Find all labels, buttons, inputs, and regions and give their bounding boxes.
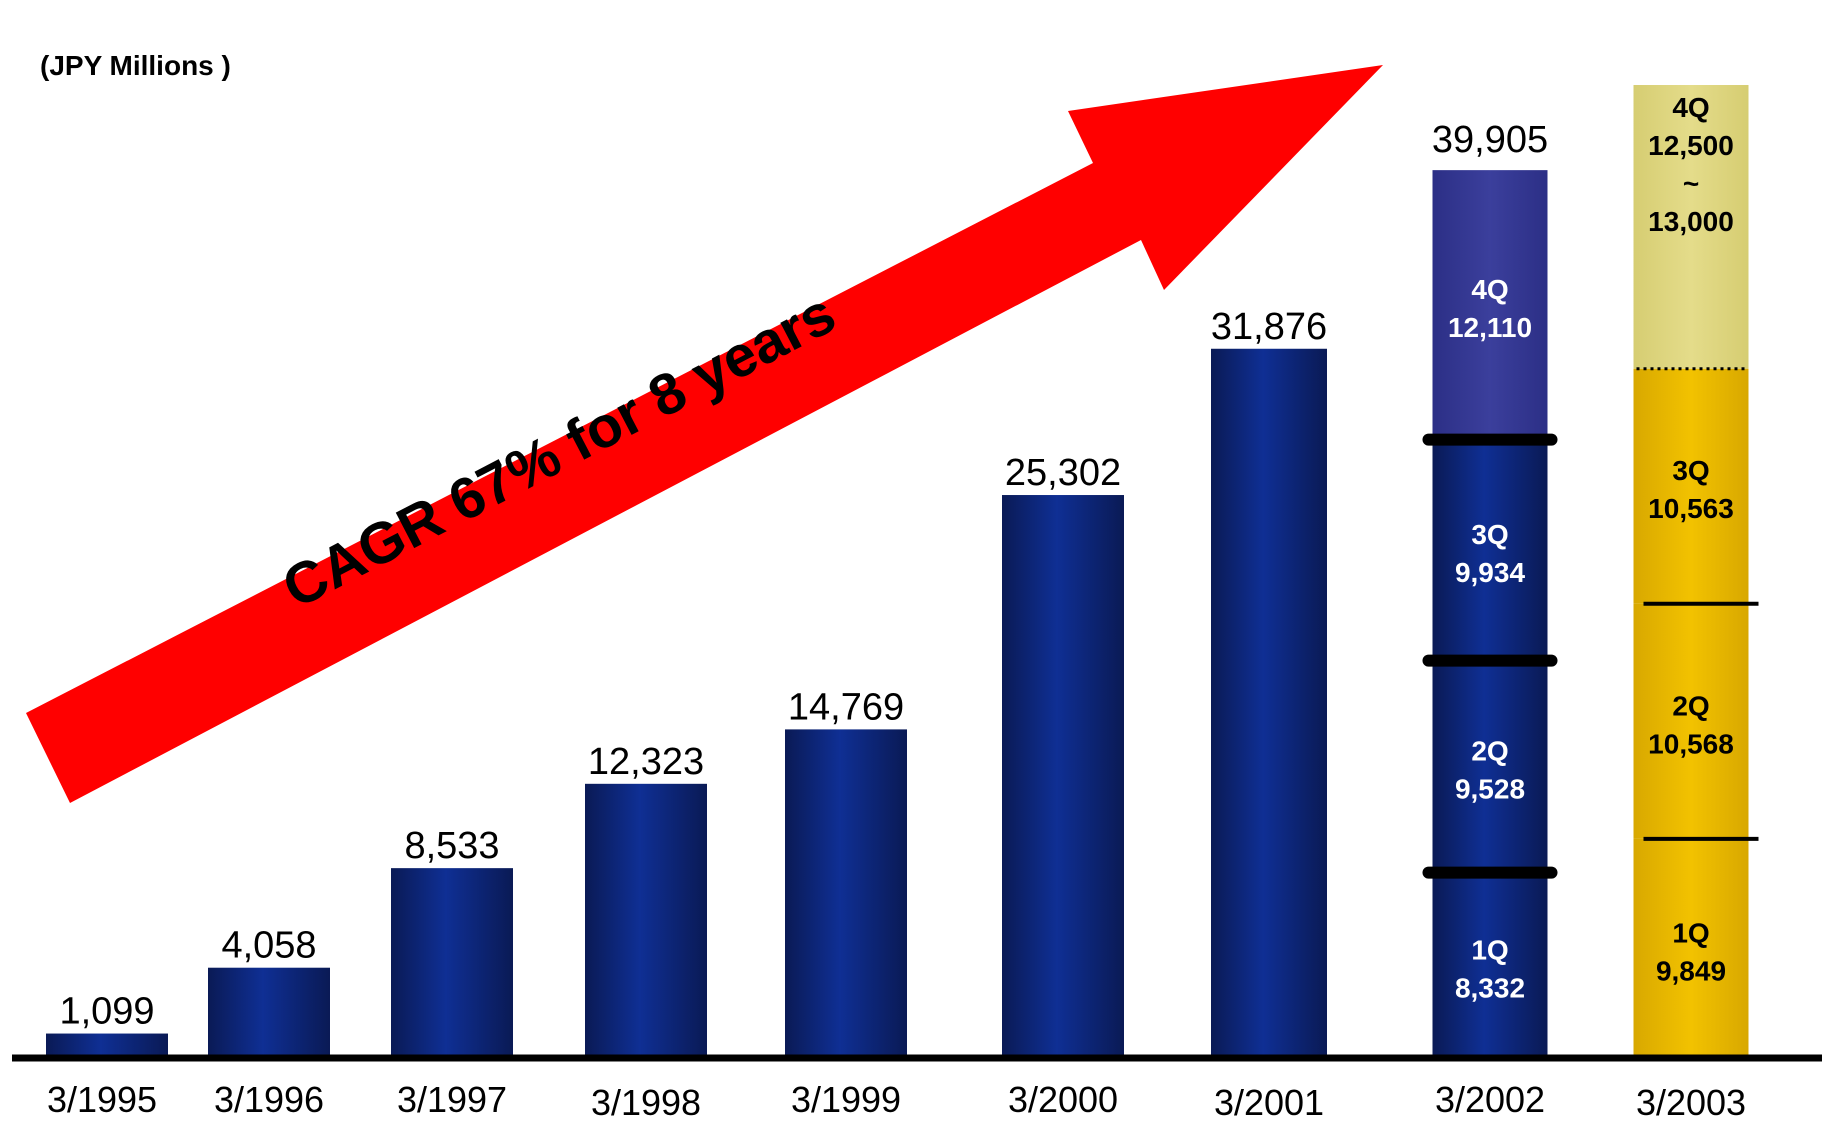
segment-label-3/2002-1Q: 1Q: [1471, 934, 1508, 965]
bar-3/2003-3Q: [1633, 368, 1749, 604]
bar-3/2000: [1002, 495, 1124, 1058]
segment-label-3/2003-1Q: 1Q: [1672, 917, 1709, 948]
segment-value-3/2002-1Q: 8,332: [1455, 972, 1525, 1003]
segment-value-3/2003-4Q-1: ~: [1683, 168, 1699, 199]
segment-value-3/2003-4Q-0: 12,500: [1648, 130, 1734, 161]
segment-value-3/2002-4Q: 12,110: [1448, 312, 1532, 343]
value-label-3/1998: 12,323: [588, 741, 704, 783]
segment-value-3/2003-2Q: 10,568: [1648, 728, 1734, 759]
value-label-3/1996: 4,058: [221, 925, 316, 967]
x-tick-label-3/1999: 3/1999: [791, 1079, 901, 1120]
x-tick-label-3/1997: 3/1997: [397, 1079, 507, 1120]
x-tick-label-3/2002: 3/2002: [1435, 1079, 1545, 1120]
x-tick-label-3/1995: 3/1995: [47, 1079, 157, 1120]
bar-3/2002-4Q: [1432, 170, 1548, 440]
bar-3/2002-1Q: [1432, 872, 1548, 1058]
segment-label-3/2002-3Q: 3Q: [1471, 519, 1508, 550]
segment-label-3/2003-4Q: 4Q: [1672, 92, 1709, 123]
segment-value-3/2002-2Q: 9,528: [1455, 774, 1525, 805]
segment-label-3/2003-2Q: 2Q: [1672, 690, 1709, 721]
segment-label-3/2002-4Q: 4Q: [1471, 274, 1508, 305]
bar-3/2002-2Q: [1432, 660, 1548, 873]
bar-3/2001: [1211, 348, 1327, 1058]
bar-3/1995: [46, 1033, 168, 1058]
value-label-3/2001: 31,876: [1211, 306, 1327, 348]
x-tick-label-3/1996: 3/1996: [214, 1079, 324, 1120]
x-tick-label-3/2003: 3/2003: [1636, 1082, 1746, 1123]
bar-3/1996: [208, 967, 330, 1058]
bar-3/1999: [785, 729, 907, 1058]
value-label-3/2002: 39,905: [1432, 119, 1548, 161]
value-label-3/1997: 8,533: [404, 825, 499, 867]
x-tick-label-3/2001: 3/2001: [1214, 1082, 1324, 1123]
segment-value-3/2002-3Q: 9,934: [1455, 557, 1525, 588]
x-tick-label-3/1998: 3/1998: [591, 1082, 701, 1123]
value-label-3/2000: 25,302: [1005, 452, 1121, 494]
value-label-3/1995: 1,099: [59, 991, 154, 1033]
bar-3/2003-4Q: [1633, 85, 1749, 369]
bar-3/1997: [391, 868, 513, 1058]
arrow-annotation: CAGR 67% for 8 years: [272, 280, 845, 620]
bar-3/2003-1Q: [1633, 838, 1749, 1058]
bar-3/2002-3Q: [1432, 439, 1548, 661]
x-tick-label-3/2000: 3/2000: [1008, 1079, 1118, 1120]
segment-value-3/2003-3Q: 10,563: [1648, 493, 1734, 524]
segment-value-3/2003-4Q-2: 13,000: [1648, 206, 1734, 237]
bar-3/2003-2Q: [1633, 603, 1749, 839]
bar-3/1998: [585, 783, 707, 1058]
segment-label-3/2002-2Q: 2Q: [1471, 736, 1508, 767]
segment-value-3/2003-1Q: 9,849: [1656, 955, 1726, 986]
segment-label-3/2003-3Q: 3Q: [1672, 455, 1709, 486]
unit-label: (JPY Millions ): [40, 50, 231, 81]
growth-arrow: [26, 65, 1383, 803]
value-label-3/1999: 14,769: [788, 686, 904, 728]
